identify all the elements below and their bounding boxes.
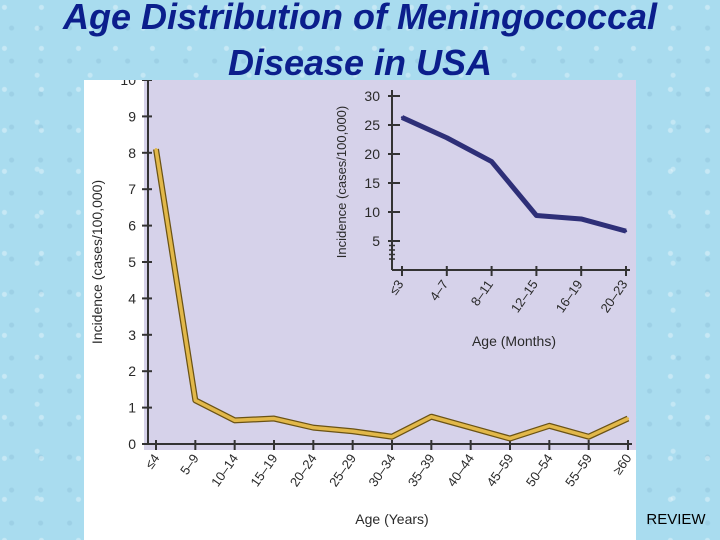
chart-svg: 0 1 2 3 4 5 6 7 8 9 10 ≤4 5–9 10–14 15–19 20–24 25–29 30–… — [89, 80, 636, 527]
review-label[interactable]: REVIEW — [646, 511, 706, 528]
chart-panel: 0 1 2 3 4 5 6 7 8 9 10 ≤4 5–9 10–14 15–19 20–24 25–29 30–… — [84, 80, 636, 540]
main-x-tick-label: 15–19 — [247, 451, 280, 489]
inset-y-axis-label: Incidence (cases/100,000) — [334, 106, 349, 258]
main-y-tick-label: 6 — [128, 218, 136, 234]
main-data-point — [469, 426, 472, 429]
main-x-tick-label: ≤4 — [142, 451, 163, 471]
inset-y-tick-label: 25 — [364, 117, 380, 133]
plot-background — [144, 80, 636, 450]
main-x-tick-label: 45–59 — [483, 451, 516, 489]
main-data-point — [587, 435, 590, 438]
slide-title: Age Distribution of Meningococcal Diseas… — [0, 0, 720, 86]
main-x-tick-label: 40–44 — [444, 451, 477, 489]
main-data-point — [233, 419, 236, 422]
slide-title-text: Age Distribution of Meningococcal Diseas… — [62, 0, 658, 83]
main-x-tick-label: 25–29 — [326, 451, 359, 489]
inset-x-tick-label: ≤3 — [386, 277, 407, 297]
main-data-point — [430, 415, 433, 418]
inset-y-tick-label: 15 — [364, 175, 380, 191]
inset-y-tick-label: 20 — [364, 146, 380, 162]
main-x-tick-label: 50–54 — [523, 451, 556, 489]
main-y-tick-label: 7 — [128, 181, 136, 197]
inset-data-point — [535, 214, 538, 217]
inset-data-point — [400, 116, 404, 119]
main-x-tick-label: 5–9 — [177, 451, 202, 477]
main-data-point — [154, 147, 158, 151]
main-data-point — [508, 437, 512, 440]
inset-y-tick-label: 30 — [364, 88, 380, 104]
main-y-tick-label: 2 — [128, 363, 136, 379]
main-data-point — [272, 417, 276, 420]
inset-data-point — [580, 217, 583, 221]
inset-data-point — [624, 229, 628, 233]
main-y-axis-label: Incidence (cases/100,000) — [89, 180, 105, 344]
main-data-point — [548, 424, 551, 427]
main-x-tick-label: 35–39 — [405, 451, 438, 489]
main-x-tick-label: 20–24 — [287, 451, 320, 489]
main-data-point — [390, 435, 394, 438]
inset-series-line — [400, 115, 627, 234]
inset-y-tick-label: 5 — [372, 233, 380, 249]
main-y-tick-label: 3 — [128, 327, 136, 343]
main-y-tick-label: 0 — [128, 436, 136, 452]
main-x-tick-label: 10–14 — [208, 451, 241, 489]
main-x-axis-label: Age (Years) — [355, 511, 428, 527]
main-x-tick-label: ≥60 — [610, 451, 635, 477]
main-data-point — [351, 430, 354, 433]
main-y-tick-label: 1 — [128, 400, 136, 416]
main-y-tick-label: 8 — [128, 145, 136, 161]
inset-data-point — [490, 160, 493, 163]
main-y-tick-label: 4 — [128, 290, 136, 306]
main-x-tick-label: 55–59 — [562, 451, 595, 489]
main-data-point — [626, 417, 630, 420]
inset-data-point — [445, 136, 448, 139]
main-y-tick-label: 5 — [128, 254, 136, 270]
main-data-point — [312, 426, 315, 429]
main-x-tick-label: 30–34 — [365, 451, 398, 489]
inset-x-axis-label: Age (Months) — [472, 333, 556, 349]
main-data-point — [194, 399, 197, 402]
inset-y-tick-label: 10 — [364, 204, 380, 220]
main-y-tick-label: 9 — [128, 108, 136, 124]
main-y-tick-label: 10 — [120, 80, 136, 88]
